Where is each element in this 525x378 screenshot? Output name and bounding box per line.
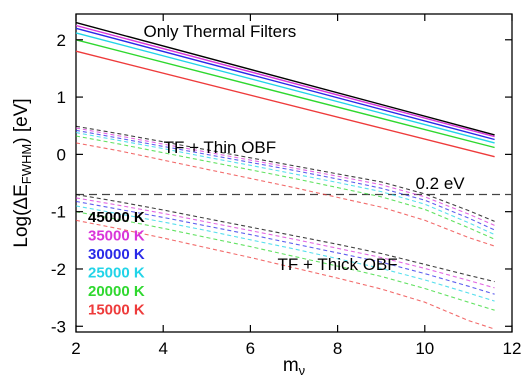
thermal-line-35000-k xyxy=(75,24,495,138)
thick-obf-line-15000-k xyxy=(75,219,495,330)
thin-obf-line-25000-k xyxy=(75,132,495,236)
legend-entry-20000-k: 20000 K xyxy=(88,283,145,300)
thin-obf-line-30000-k xyxy=(75,129,495,231)
x-tick-label-4: 4 xyxy=(158,339,167,358)
thick-obf-line-20000-k xyxy=(75,211,495,311)
thick-obf-line-45000-k xyxy=(75,193,495,283)
x-tick-label-2: 2 xyxy=(71,339,80,358)
x-tick-label-12: 12 xyxy=(503,339,522,358)
annotation-only-thermal-filters: Only Thermal Filters xyxy=(144,22,297,41)
legend-entry-15000-k: 15000 K xyxy=(88,302,145,319)
plot-frame xyxy=(75,13,513,333)
legend-entry-35000-k: 35000 K xyxy=(88,228,145,245)
annotation-tf-thin-obf: TF + Thin OBF xyxy=(164,138,277,157)
x-tick-label-10: 10 xyxy=(415,339,434,358)
thin-obf-line-15000-k xyxy=(75,142,495,247)
y-tick-label--2: -2 xyxy=(51,260,66,279)
y-tick-label-1: 1 xyxy=(57,88,66,107)
x-axis-label-main: m xyxy=(283,355,299,376)
y-axis-label-prefix: Log(ΔE xyxy=(11,184,32,247)
y-tick-label-2: 2 xyxy=(57,31,66,50)
thermal-line-15000-k xyxy=(75,50,495,158)
annotation-0-2-ev: 0.2 eV xyxy=(415,174,465,193)
x-axis-label-sub: ν xyxy=(299,363,306,378)
y-axis-label: Log(ΔEFWHM) [eV] xyxy=(11,98,34,247)
thermal-line-20000-k xyxy=(75,39,495,149)
thick-obf-line-35000-k xyxy=(75,197,495,289)
annotation-tf-thick-obf: TF + Thick OBF xyxy=(278,255,398,274)
thick-obf-line-25000-k xyxy=(75,205,495,302)
thin-obf-line-35000-k xyxy=(75,127,495,226)
thin-obf-line-20000-k xyxy=(75,135,495,240)
y-tick-label--1: -1 xyxy=(51,203,66,222)
y-tick-label-0: 0 xyxy=(57,145,66,164)
y-axis-label-sub: FWHM xyxy=(19,144,34,184)
thermal-line-30000-k xyxy=(75,27,495,141)
legend-entry-25000-k: 25000 K xyxy=(88,265,145,282)
x-axis-label: mν xyxy=(283,355,305,378)
x-tick-label-8: 8 xyxy=(333,339,342,358)
y-axis-label-suffix: ) [eV] xyxy=(11,98,32,143)
thin-obf-line-45000-k xyxy=(75,125,495,222)
thermal-line-25000-k xyxy=(75,32,495,144)
legend-entry-30000-k: 30000 K xyxy=(88,246,145,263)
thermal-line-45000-k xyxy=(75,21,495,136)
annotation-layer: Only Thermal Filters TF + Thin OBF 0.2 eV T… xyxy=(144,22,466,274)
series-layer xyxy=(75,21,495,330)
y-tick-label--3: -3 xyxy=(51,317,66,336)
legend-entry-45000-k: 45000 K xyxy=(88,209,145,226)
x-tick-label-6: 6 xyxy=(246,339,255,358)
thick-obf-line-30000-k xyxy=(75,200,495,295)
